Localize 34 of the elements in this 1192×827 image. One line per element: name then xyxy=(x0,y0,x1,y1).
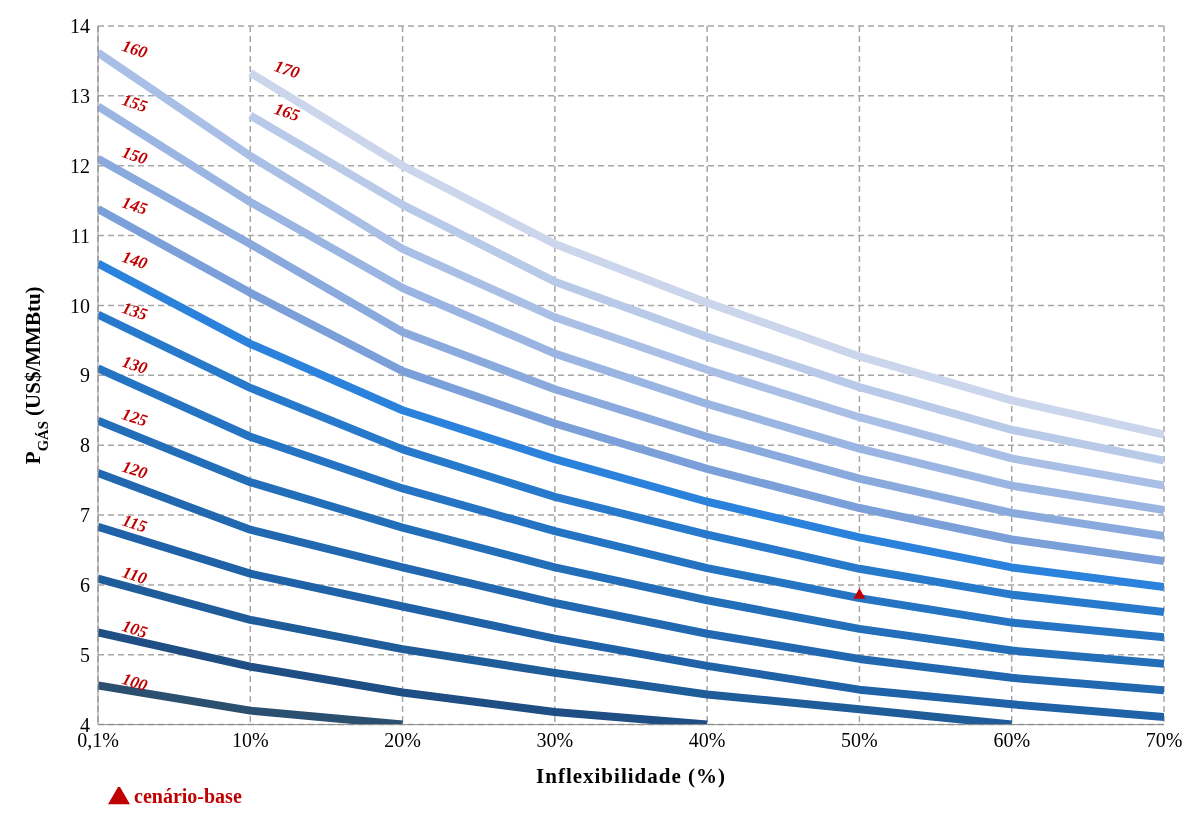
x-tick-label: 30% xyxy=(536,728,574,751)
x-tick-label: 40% xyxy=(688,728,726,751)
y-tick-label: 9 xyxy=(80,364,90,387)
x-tick-label: 50% xyxy=(841,728,878,751)
y-tick-label: 13 xyxy=(70,84,90,107)
y-tick-label: 6 xyxy=(80,573,90,596)
text: 115 xyxy=(120,510,150,537)
x-axis-title: Inflexibilidade (%) xyxy=(536,763,726,788)
x-tick-label: 60% xyxy=(993,728,1031,751)
text: 135 xyxy=(119,298,151,325)
text: 120 xyxy=(119,456,151,483)
text: 165 xyxy=(271,99,303,126)
text: 105 xyxy=(119,616,151,643)
text: 130 xyxy=(119,352,151,379)
text: 155 xyxy=(119,90,151,117)
text: 140 xyxy=(119,247,151,274)
x-tick-label: 70% xyxy=(1145,728,1183,751)
y-tick-label: 11 xyxy=(70,224,90,247)
text: 145 xyxy=(119,192,151,219)
text: 170 xyxy=(271,56,303,83)
legend-label: cenário-base xyxy=(134,784,242,807)
text: 125 xyxy=(119,404,151,431)
text: 160 xyxy=(119,36,151,63)
y-tick-label: 5 xyxy=(80,643,90,666)
y-tick-label: 10 xyxy=(70,294,90,317)
text: 150 xyxy=(119,142,151,169)
text: 110 xyxy=(120,562,150,589)
y-tick-label: 7 xyxy=(80,504,90,527)
y-tick-label: 12 xyxy=(70,154,90,177)
y-tick-label: 8 xyxy=(80,434,90,457)
x-tick-label: 20% xyxy=(384,728,421,751)
y-tick-label: 14 xyxy=(70,15,90,38)
text: 100 xyxy=(119,669,151,696)
x-tick-label: 10% xyxy=(231,728,269,751)
